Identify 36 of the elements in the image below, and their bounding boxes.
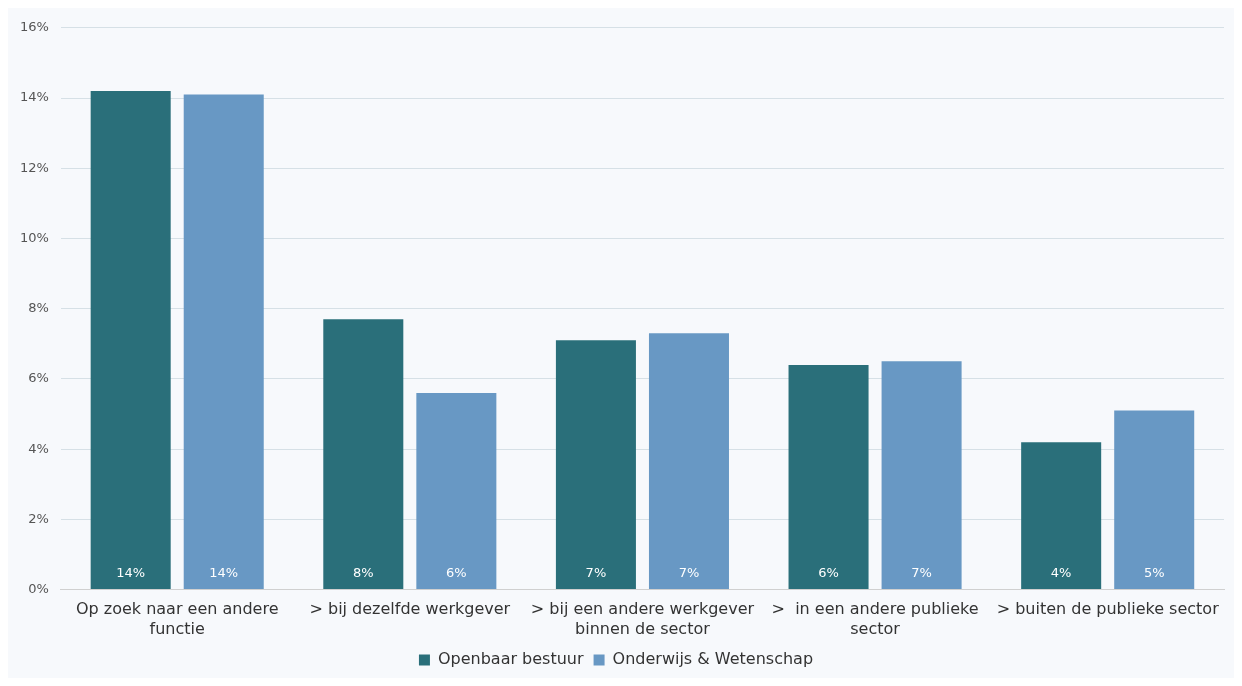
bar bbox=[788, 364, 869, 590]
y-tick-label: 0% bbox=[28, 580, 49, 596]
data-label: 7% bbox=[911, 564, 932, 580]
data-label: 14% bbox=[209, 564, 239, 580]
bar bbox=[90, 91, 171, 590]
bar bbox=[648, 333, 729, 590]
y-tick-label: 12% bbox=[19, 159, 49, 175]
x-tick-label: > in een andere publieke sector bbox=[771, 599, 979, 638]
x-tick-label: > bij dezelfde werkgever bbox=[309, 599, 511, 619]
data-label: 7% bbox=[585, 564, 607, 580]
bar bbox=[323, 319, 404, 590]
data-label: 14% bbox=[116, 564, 146, 580]
bar bbox=[416, 392, 497, 590]
y-tick-label: 8% bbox=[28, 300, 49, 316]
y-tick-label: 10% bbox=[19, 229, 49, 245]
data-label: 8% bbox=[352, 564, 374, 580]
x-tick-label: Op zoek naar een andere functie bbox=[75, 599, 279, 638]
data-label: 4% bbox=[1050, 564, 1072, 580]
bar bbox=[183, 94, 264, 590]
data-label: 6% bbox=[818, 564, 839, 580]
x-tick-label: > bij een andere werkgever binnen de sector bbox=[530, 599, 755, 638]
y-tick-label: 16% bbox=[19, 19, 49, 35]
data-label: 7% bbox=[678, 564, 700, 580]
bar bbox=[881, 361, 962, 590]
y-tick-label: 14% bbox=[19, 89, 49, 105]
legend-label: Openbaar bestuur bbox=[437, 649, 584, 669]
y-tick-label: 6% bbox=[28, 370, 49, 386]
bar bbox=[1114, 410, 1195, 590]
legend-label: Onderwijs & Wetenschap bbox=[612, 649, 814, 669]
bar bbox=[555, 340, 636, 590]
y-tick-label: 4% bbox=[28, 440, 49, 456]
bar bbox=[1021, 442, 1102, 590]
data-label: 6% bbox=[446, 564, 467, 580]
x-tick-label: > buiten de publieke sector bbox=[996, 599, 1220, 619]
data-label: 5% bbox=[1143, 564, 1165, 580]
y-tick-label: 2% bbox=[28, 510, 49, 526]
